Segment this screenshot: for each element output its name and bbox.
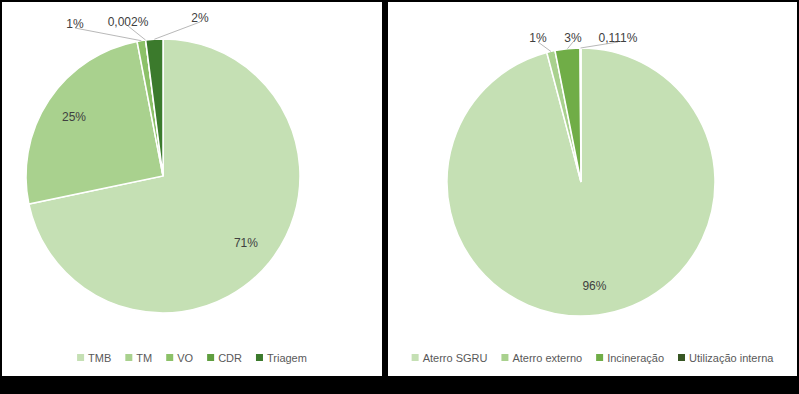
data-label: 2% xyxy=(191,11,209,25)
legend-label: Incineração xyxy=(607,352,664,364)
legend-swatch xyxy=(77,354,84,361)
legend-label: TM xyxy=(136,352,152,364)
legend-item: Incineração xyxy=(596,352,664,364)
pie-chart: 96% 1% 3% 0,111% Aterro SGRU Aterro externo In… xyxy=(388,2,797,376)
data-label: 1% xyxy=(529,31,547,45)
legend-swatch xyxy=(596,354,603,361)
legend-item: TM xyxy=(125,352,152,364)
legend: Aterro SGRU Aterro externo Incineração Util… xyxy=(412,352,775,364)
legend-label: VO xyxy=(177,352,193,364)
leader-line xyxy=(75,28,141,41)
data-label: 3% xyxy=(564,31,582,45)
legend-item: Aterro SGRU xyxy=(412,352,488,364)
legend-swatch xyxy=(678,354,685,361)
panel xyxy=(388,2,797,376)
legend-item: TMB xyxy=(77,352,111,364)
legend-swatch xyxy=(256,354,263,361)
canvas: 71% 25% 1% 0,002% 2% TMB TM VO CDR Triagem 96% 1% 3%… xyxy=(0,0,799,394)
legend-swatch xyxy=(166,354,173,361)
legend-item: Utilização interna xyxy=(678,352,774,364)
legend-label: TMB xyxy=(88,352,111,364)
slice xyxy=(447,48,715,316)
legend-label: CDR xyxy=(218,352,242,364)
legend-item: CDR xyxy=(207,352,242,364)
panel xyxy=(2,2,382,376)
slices xyxy=(26,39,300,313)
slices xyxy=(447,48,715,316)
legend-item: VO xyxy=(166,352,193,364)
slice xyxy=(555,48,581,182)
data-labels: 71% 25% 1% 0,002% 2% xyxy=(62,11,258,250)
legend-swatch xyxy=(412,354,419,361)
background xyxy=(0,0,799,394)
legend-swatch xyxy=(207,354,214,361)
legend-swatch xyxy=(125,354,132,361)
data-labels: 96% 1% 3% 0,111% xyxy=(529,31,637,293)
legend-label: Utilização interna xyxy=(689,352,774,364)
legend-label: Aterro SGRU xyxy=(423,352,488,364)
data-label: 71% xyxy=(234,236,258,250)
data-label: 96% xyxy=(582,279,606,293)
data-label: 1% xyxy=(66,17,84,31)
pie-chart: 71% 25% 1% 0,002% 2% TMB TM VO CDR Triagem xyxy=(2,2,382,376)
legend: TMB TM VO CDR Triagem xyxy=(77,352,307,364)
slice xyxy=(146,39,163,176)
legend-label: Aterro externo xyxy=(512,352,582,364)
legend-swatch xyxy=(501,354,508,361)
legend-item: Aterro externo xyxy=(501,352,582,364)
data-label: 25% xyxy=(62,110,86,124)
legend-item: Triagem xyxy=(256,352,307,364)
legend-label: Triagem xyxy=(267,352,307,364)
slice xyxy=(579,48,581,182)
data-label: 0,111% xyxy=(599,31,638,45)
data-label: 0,002% xyxy=(108,15,149,29)
